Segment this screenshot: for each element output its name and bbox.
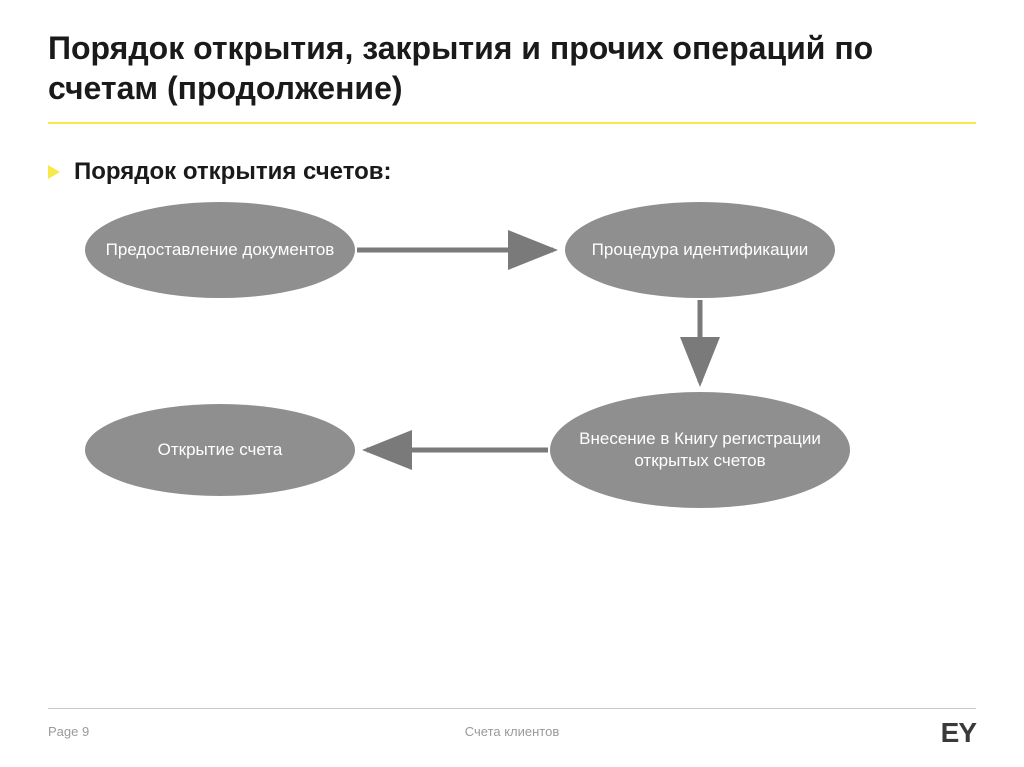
subtitle: Порядок открытия счетов: — [74, 158, 392, 186]
triangle-bullet-icon — [48, 165, 60, 179]
accent-rule — [48, 122, 976, 124]
flow-node-n3: Внесение в Книгу регистрации открытых сч… — [550, 392, 850, 508]
flowchart-svg — [0, 0, 1024, 767]
footer-center-text: Счета клиентов — [0, 724, 1024, 739]
ey-logo: EY — [941, 717, 976, 749]
subtitle-row: Порядок открытия счетов: — [48, 158, 392, 186]
flow-node-n2: Процедура идентификации — [565, 202, 835, 298]
flow-node-n1: Предоставление документов — [85, 202, 355, 298]
slide-title: Порядок открытия, закрытия и прочих опер… — [48, 28, 976, 108]
footer-rule — [48, 708, 976, 709]
flow-node-n4: Открытие счета — [85, 404, 355, 496]
